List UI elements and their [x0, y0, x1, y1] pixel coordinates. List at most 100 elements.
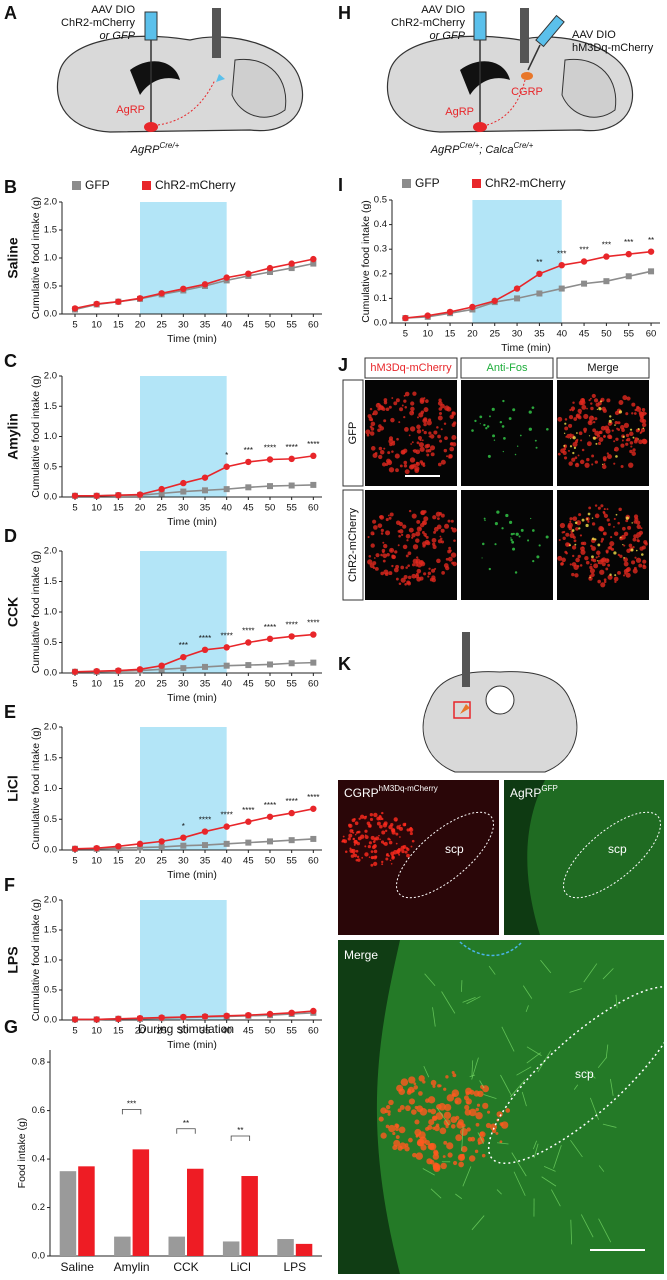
cell — [414, 1128, 422, 1136]
cell — [584, 462, 590, 468]
cell — [370, 446, 376, 451]
legend-label: GFP — [85, 178, 110, 192]
cell — [412, 1152, 417, 1158]
cell — [433, 1149, 439, 1155]
cell — [570, 438, 572, 440]
fiber-strand — [511, 1152, 527, 1177]
cell — [418, 1075, 425, 1082]
ventricle — [460, 61, 510, 95]
cell — [369, 563, 375, 569]
cell — [388, 1099, 394, 1106]
cell — [622, 435, 625, 438]
fiber-strand — [432, 1007, 436, 1027]
cell — [450, 552, 457, 558]
cell — [477, 1090, 484, 1098]
cell — [617, 521, 620, 525]
x-tick-label: 20 — [135, 503, 146, 514]
cell — [378, 1116, 384, 1122]
cell — [489, 415, 491, 418]
point — [603, 278, 610, 285]
cell — [578, 513, 582, 517]
cell — [451, 561, 455, 565]
cell — [403, 574, 408, 579]
x-tick-label: 30 — [178, 856, 189, 867]
cell — [634, 408, 638, 412]
cell — [411, 536, 414, 539]
fiber-strand — [516, 1066, 532, 1076]
cell — [562, 450, 567, 456]
cell — [579, 459, 585, 465]
injection-label: hM3Dq-mCherry — [572, 42, 654, 54]
cell — [373, 837, 377, 841]
cell — [399, 836, 401, 838]
cell — [440, 459, 446, 465]
cell — [493, 439, 496, 441]
fiber — [462, 632, 470, 687]
cell — [416, 1105, 424, 1113]
cell — [357, 836, 362, 841]
cell — [634, 437, 638, 440]
cell — [370, 850, 374, 854]
label-text: scp — [608, 842, 627, 856]
significance-bracket — [121, 1108, 142, 1115]
cell — [571, 545, 577, 550]
point — [115, 298, 122, 305]
x-tick-label: 25 — [156, 320, 167, 331]
x-tick-label: 50 — [265, 679, 276, 690]
x-tick-label: 15 — [113, 856, 124, 867]
cell — [619, 536, 624, 541]
point — [180, 842, 187, 849]
y-tick-label: 1.5 — [44, 925, 57, 936]
cell — [564, 422, 567, 425]
cell — [569, 563, 572, 566]
cell — [613, 440, 616, 443]
cell — [512, 547, 516, 551]
y-tick-label: 2.0 — [44, 197, 57, 208]
y-tick-label: 0.0 — [44, 492, 57, 503]
cell — [451, 423, 456, 428]
bar — [277, 1239, 294, 1256]
legend-swatch — [72, 181, 81, 190]
cell — [642, 559, 647, 564]
cell — [400, 577, 406, 583]
cell — [368, 554, 372, 558]
x-tick-label: 40 — [221, 320, 232, 331]
cell — [398, 853, 401, 856]
cell — [494, 522, 498, 526]
label-sup: hM3Dq-mCherry — [379, 784, 438, 793]
significance: **** — [264, 623, 276, 632]
cell — [642, 427, 645, 429]
cell — [564, 418, 568, 421]
cell — [440, 513, 445, 518]
cell — [641, 407, 646, 412]
x-tick-label: 35 — [534, 329, 545, 340]
bar — [168, 1236, 185, 1256]
cell — [389, 547, 395, 553]
point — [648, 268, 655, 275]
significance: ** — [237, 1126, 243, 1135]
cell — [405, 554, 409, 558]
cell — [415, 556, 419, 559]
cell — [593, 563, 599, 569]
cell — [411, 1109, 417, 1115]
genotype-text: AgRP — [130, 144, 160, 156]
cell — [388, 467, 395, 473]
cell — [479, 1131, 486, 1138]
cell — [398, 826, 403, 831]
cell — [601, 537, 605, 541]
cell — [514, 571, 518, 574]
cell — [530, 517, 532, 520]
cell — [378, 446, 383, 451]
panel-letter: C — [4, 351, 17, 371]
cell — [614, 410, 620, 416]
cell — [503, 437, 506, 440]
cell — [445, 1075, 449, 1079]
x-tick-label: 50 — [265, 320, 276, 331]
cell — [611, 429, 614, 432]
cell — [594, 504, 598, 507]
cell — [574, 462, 580, 468]
cell — [629, 449, 633, 454]
point — [288, 837, 295, 844]
cell — [381, 817, 384, 821]
